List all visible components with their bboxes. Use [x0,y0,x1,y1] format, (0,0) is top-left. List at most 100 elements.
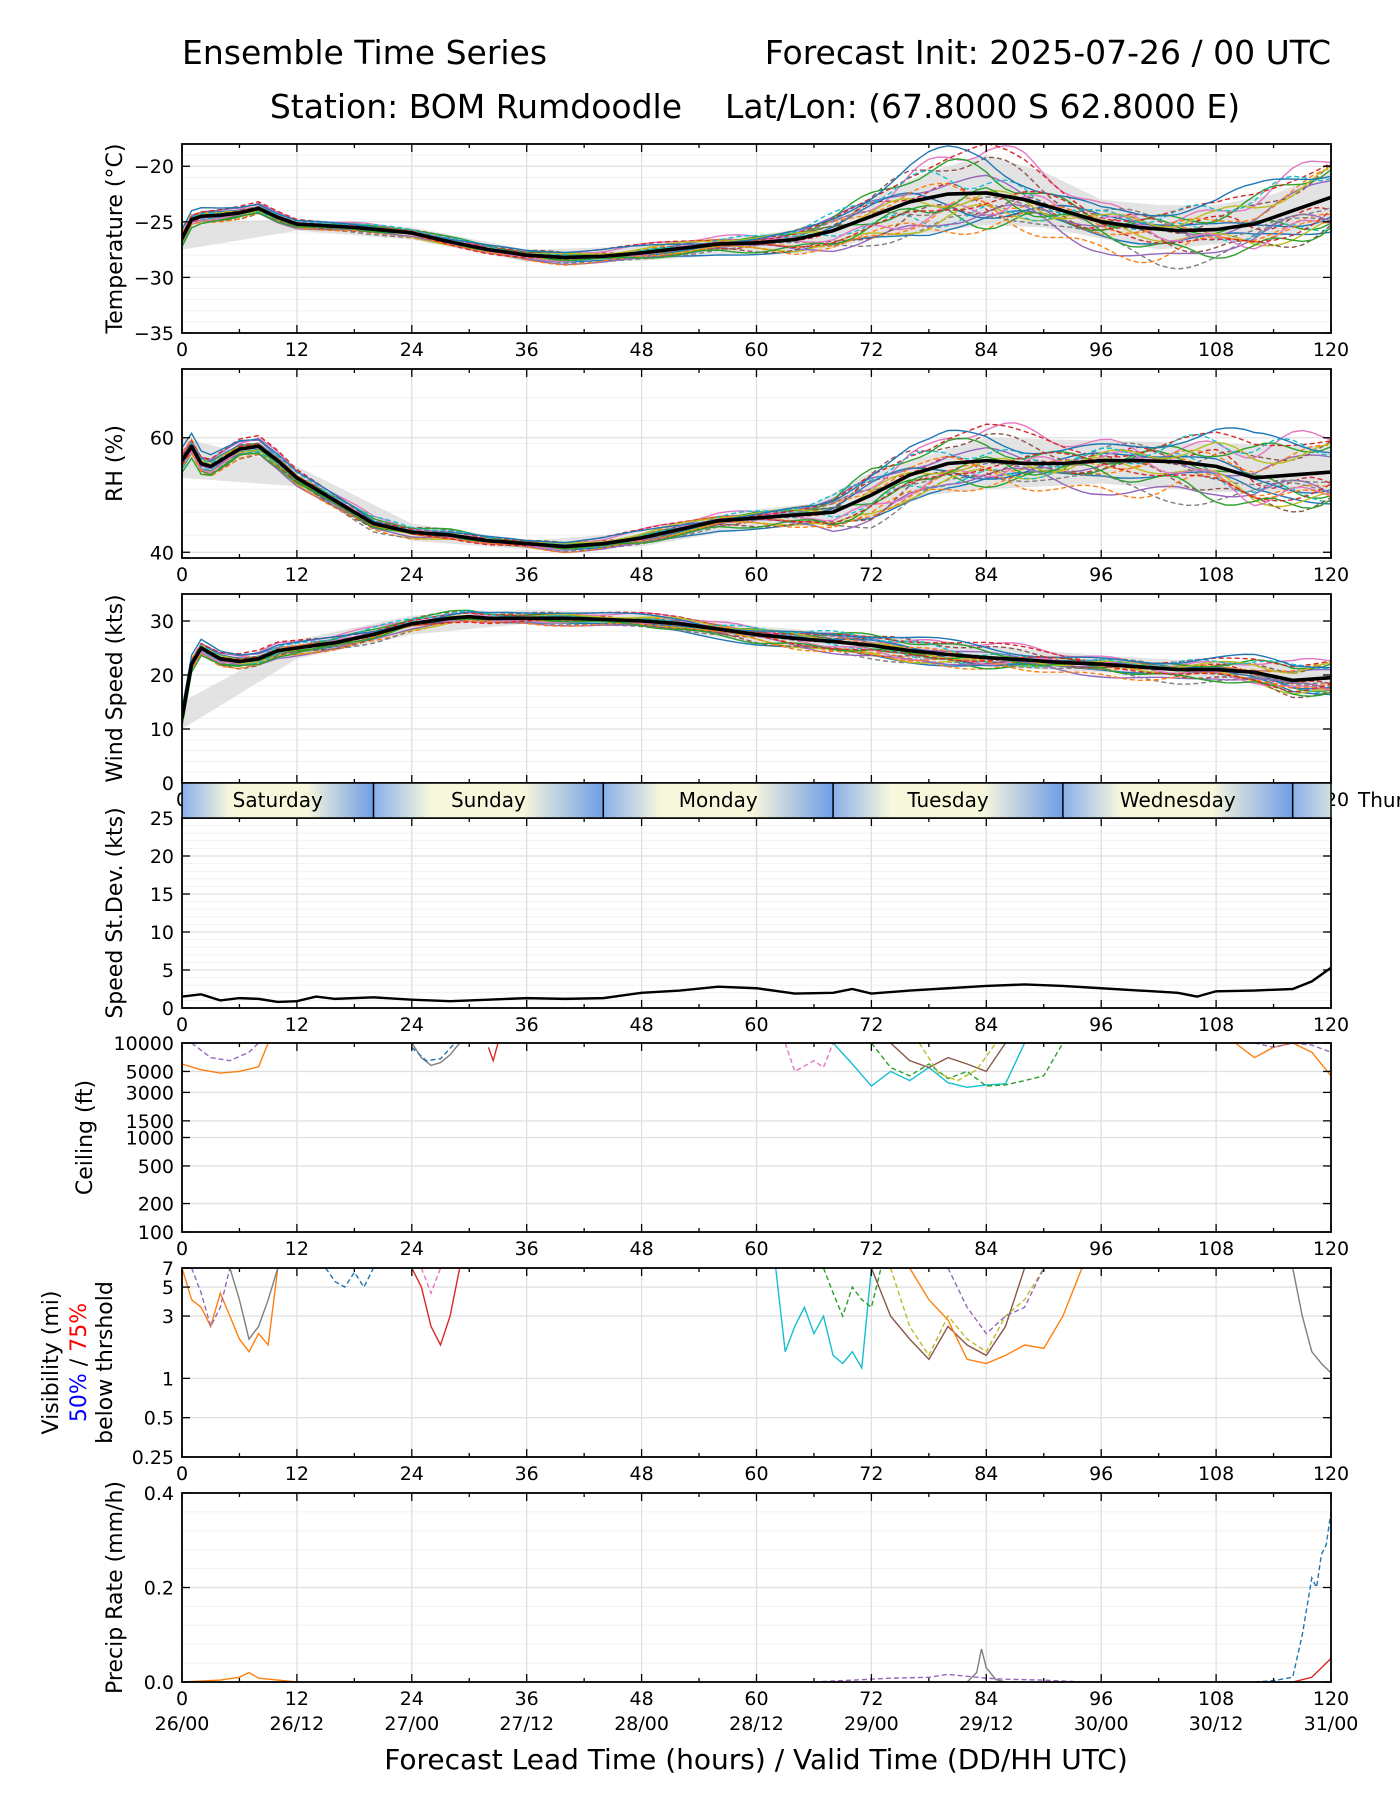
x-tick-label: 48 [630,1238,654,1260]
x-tick-label: 36 [515,1014,539,1036]
day-band: Saturday Sunday Monday Tuesday Wednesday Thur [181,782,1400,819]
x-tick-label: 0 [176,1688,188,1710]
x-tick-label: 84 [974,1014,998,1036]
plot-area [182,609,1331,729]
x-tick-label: 24 [400,1463,424,1485]
ensemble-member-line [918,1043,997,1082]
x-axis-label: Forecast Lead Time (hours) / Valid Time … [384,1743,1128,1776]
y-tick-label: 25 [150,808,174,830]
ensemble-member-line [1292,1657,1331,1682]
x-tick-label: 24 [400,339,424,361]
y-tick-label: 10 [150,719,174,741]
ensemble-member-line [182,427,1331,544]
y-tick-label: 5 [162,1277,174,1299]
vis-sep-label: / [67,1352,92,1373]
x-tick-label: 120 [1313,564,1349,586]
y-tick-label: 40 [150,542,174,564]
valid-time-label: 27/12 [499,1713,554,1735]
x-tick-label: 12 [285,1688,309,1710]
x-tick-label: 24 [400,564,424,586]
x-tick-label: 0 [176,1238,188,1260]
y-axis-label: RH (%) [103,425,128,502]
y-tick-label: 10 [150,922,174,944]
y-tick-label: 0.25 [132,1447,174,1469]
x-tick-label: 0 [176,1014,188,1036]
y-tick-label: 3 [162,1306,174,1328]
x-tick-label: 84 [974,1463,998,1485]
day-cell [182,783,374,818]
day-label: Tuesday [906,788,989,812]
valid-time-label: 27/00 [384,1713,439,1735]
y-tick-label: 1500 [126,1111,174,1133]
ensemble-member-line [870,1043,1064,1087]
x-tick-label: 36 [515,1688,539,1710]
ensemble-member-line [182,452,1331,550]
x-tick-label: 84 [974,1688,998,1710]
y-tick-label: −30 [134,267,174,289]
x-tick-label: 72 [859,339,883,361]
panels-group: 0 12 24 36 48 60 72 84 96 108 120−35−30−25−20Tempe… [39,143,1349,1710]
ensemble-member-line [813,1673,1083,1682]
station-latlon: Lat/Lon: (67.8000 S 62.8000 E) [725,87,1240,126]
y-tick-label: 0.4 [144,1483,174,1505]
vis-75pct-label: 75% [67,1303,92,1352]
x-tick-label: 60 [744,1014,768,1036]
x-tick-label: 108 [1198,1014,1234,1036]
ensemble-member-line [1254,1043,1331,1053]
y-tick-label: 0.5 [144,1408,174,1430]
ensemble-spread-band [182,437,1331,550]
x-tick-label: 36 [515,1463,539,1485]
panel-temperature: 0 12 24 36 48 60 72 84 96 108 120 −35 −30 −25 −20 Tempe… [103,143,1349,361]
y-axis-label: Visibility (mi) [39,1291,64,1435]
ensemble-member-line [870,1268,1026,1361]
x-tick-label: 120 [1313,1688,1349,1710]
y-tick-label: 7 [162,1258,174,1280]
x-tick-label: 72 [859,1014,883,1036]
ensemble-spread-band [182,155,1331,262]
y-tick-label: 100 [138,1222,174,1244]
y-axis-label-sub: below thrshold [93,1281,118,1444]
x-tick-label: 60 [744,339,768,361]
x-tick-label: 60 [744,1688,768,1710]
x-tick-label: 48 [630,339,654,361]
x-tick-label: 120 [1313,1014,1349,1036]
x-tick-label: 24 [400,1014,424,1036]
x-tick-label: 84 [974,1238,998,1260]
ensemble-member-line [890,1043,1007,1073]
y-tick-label: 30 [150,611,174,633]
x-tick-label: 72 [859,1238,883,1260]
y-tick-label: 0 [162,998,174,1020]
x-tick-label: 96 [1089,339,1113,361]
ensemble-member-line [325,1268,375,1289]
ensemble-member-line [191,1043,260,1062]
ensemble-mean-line [182,191,1331,260]
y-tick-label: 20 [150,665,174,687]
ensemble-member-line [182,1671,297,1682]
y-tick-label: 200 [138,1194,174,1216]
ensemble-member-line [182,197,1331,266]
y-tick-label: −25 [134,212,174,234]
day-label: Thur [1357,788,1400,812]
x-tick-label: 60 [744,1463,768,1485]
ensemble-member-line [1292,1268,1331,1374]
day-label: Wednesday [1120,788,1236,812]
y-axis-label-thresholds: 50% / 75% [67,1303,92,1422]
ensemble-member-line [229,1268,279,1341]
day-cell [1062,783,1293,818]
day-band-cells [182,783,1331,818]
y-tick-label: 5 [162,960,174,982]
x-tick-label: 120 [1313,339,1349,361]
panel-wind_speed: 012243648607284961081200102030Wind Speed… [103,593,1349,811]
x-tick-label: 48 [630,1014,654,1036]
ensemble-member-line [947,1268,1045,1335]
x-tick-label: 96 [1089,1688,1113,1710]
day-label: Monday [679,788,758,812]
day-label: Sunday [451,788,526,812]
x-tick-label: 0 [176,339,188,361]
x-tick-label: 48 [630,564,654,586]
x-tick-label: 84 [974,564,998,586]
y-tick-label: 0.0 [144,1672,174,1694]
plot-area [182,422,1331,554]
y-tick-label: 20 [150,846,174,868]
ensemble-member-line [909,1268,1083,1365]
